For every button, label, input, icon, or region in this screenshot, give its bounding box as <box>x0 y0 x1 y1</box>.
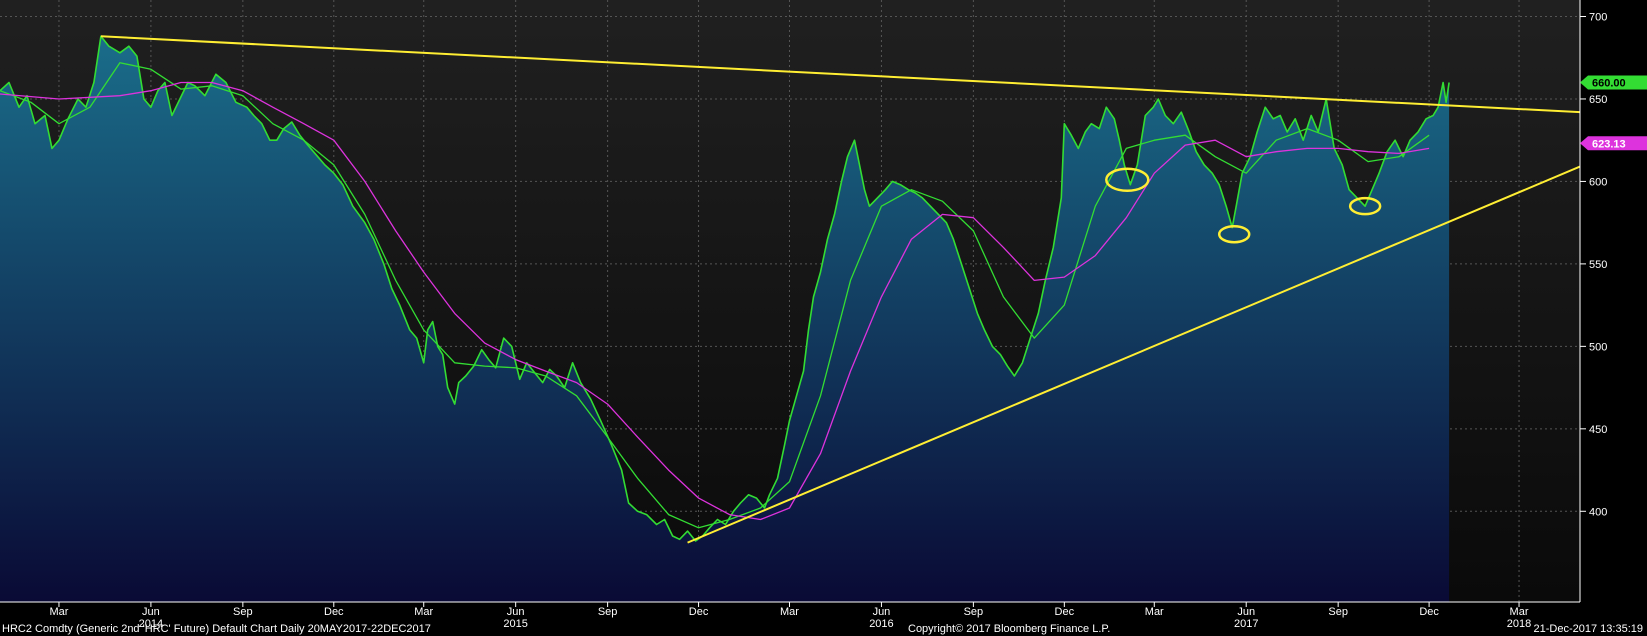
x-tick-label: Dec <box>324 606 344 618</box>
x-year-label: 2016 <box>869 618 893 630</box>
highlight-layer <box>1105 167 1382 244</box>
y-tick-label: 400 <box>1589 506 1607 518</box>
copyright-text: Copyright© 2017 Bloomberg Finance L.P. <box>908 623 1110 635</box>
y-axis: 400 450 500 550 600 650 700 <box>1580 11 1607 518</box>
y-tick-label: 650 <box>1589 94 1607 106</box>
x-tick-label: Jun <box>1237 606 1255 618</box>
x-tick-label: Sep <box>598 606 618 618</box>
value-tag-label: 660.00 <box>1592 77 1626 89</box>
x-tick-label: Sep <box>964 606 984 618</box>
price-line <box>0 35 1450 542</box>
x-tick-label: Mar <box>1145 606 1164 618</box>
trendline-layer <box>100 35 1580 544</box>
x-axis: Mar Jun Sep Dec Mar Jun Sep Dec Mar Jun Sep Dec Mar J… <box>49 602 1531 630</box>
x-tick-label: Mar <box>414 606 433 618</box>
x-year-label: 2018 <box>1507 618 1531 630</box>
y-tick-label: 600 <box>1589 176 1607 188</box>
series-line-layer <box>0 35 1450 542</box>
highlight-circle <box>1348 196 1382 216</box>
timestamp-text: 21-Dec-2017 13:35:19 <box>1534 623 1643 635</box>
x-tick-label: Sep <box>233 606 253 618</box>
trendline <box>100 35 1580 114</box>
x-tick-label: Jun <box>507 606 525 618</box>
y-tick-label: 550 <box>1589 259 1607 271</box>
x-year-label: 2017 <box>1234 618 1258 630</box>
x-tick-label: Jun <box>142 606 160 618</box>
x-tick-label: Mar <box>1510 606 1529 618</box>
long-moving-average-line <box>0 81 1430 521</box>
value-tag-box <box>1580 136 1647 151</box>
x-tick-label: Dec <box>1419 606 1439 618</box>
price-area <box>0 36 1450 602</box>
short-moving-average-line <box>0 62 1430 529</box>
trendline <box>687 165 1580 544</box>
y-tick-label: 500 <box>1589 341 1607 353</box>
highlight-circle <box>1217 224 1251 244</box>
value-tag-label: 623.13 <box>1592 138 1626 150</box>
value-tags: 660.00 623.13 <box>1580 75 1647 151</box>
highlight-circle <box>1105 167 1150 193</box>
x-tick-label: Dec <box>689 606 709 618</box>
x-tick-label: Mar <box>780 606 799 618</box>
x-tick-label: Jun <box>873 606 891 618</box>
x-year-label: 2014 <box>139 618 163 630</box>
ticker-description: HRC2 Comdty (Generic 2nd 'HRC' Future) D… <box>2 623 431 635</box>
x-tick-label: Mar <box>49 606 68 618</box>
value-tag-box <box>1580 75 1647 90</box>
x-year-label: 2015 <box>503 618 527 630</box>
x-tick-label: Sep <box>1328 606 1348 618</box>
y-tick-label: 700 <box>1589 11 1607 23</box>
x-tick-label: Dec <box>1055 606 1075 618</box>
y-tick-label: 450 <box>1589 424 1607 436</box>
series-area-layer <box>0 36 1450 602</box>
footer: HRC2 Comdty (Generic 2nd 'HRC' Future) D… <box>2 623 1643 635</box>
